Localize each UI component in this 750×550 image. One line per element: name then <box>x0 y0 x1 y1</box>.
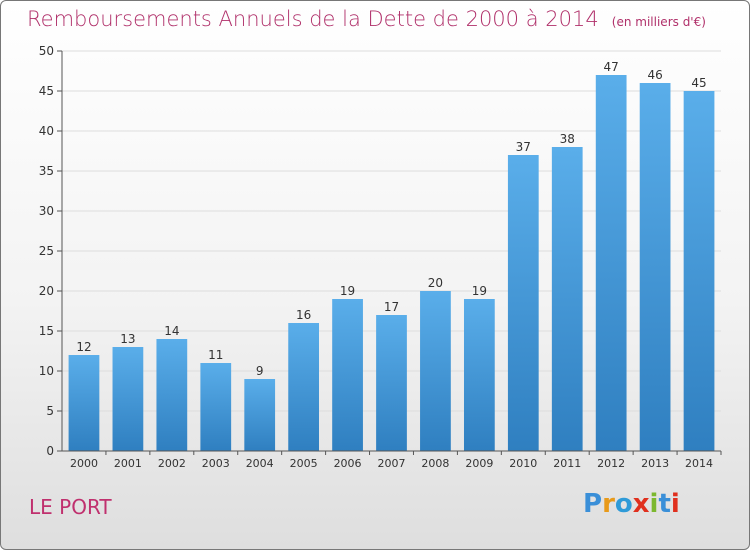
x-tick-label-2004: 2004 <box>246 457 274 470</box>
bar-2012 <box>596 75 627 451</box>
logo-letter: i <box>650 489 659 519</box>
y-tick-label: 5 <box>46 404 54 418</box>
logo-letter: o <box>615 489 633 519</box>
x-tick-label-2008: 2008 <box>421 457 449 470</box>
y-tick-label: 40 <box>39 124 54 138</box>
x-tick-label-2000: 2000 <box>70 457 98 470</box>
x-tick-label-2013: 2013 <box>641 457 669 470</box>
y-tick-label: 30 <box>39 204 54 218</box>
bar-2009 <box>464 299 495 451</box>
proxiti-logo: Proxiti <box>583 489 680 519</box>
x-tick-label-2001: 2001 <box>114 457 142 470</box>
bar-chart: 0 5 10 15 20 25 30 35 40 45 50 12 2000 13 2001 14 2002 11… <box>1 1 749 549</box>
x-tick-label-2003: 2003 <box>202 457 230 470</box>
bar-2013 <box>640 83 671 451</box>
bar-2008 <box>420 291 451 451</box>
y-tick-label: 50 <box>39 44 54 58</box>
x-tick-label-2010: 2010 <box>509 457 537 470</box>
x-tick-label-2002: 2002 <box>158 457 186 470</box>
city-label: LE PORT <box>29 495 112 519</box>
bar-2007 <box>376 315 407 451</box>
bar-2005 <box>288 323 319 451</box>
data-label-2002: 14 <box>164 324 179 338</box>
logo-letter: P <box>583 489 602 519</box>
data-label-2010: 37 <box>516 140 531 154</box>
y-tick-label: 0 <box>46 444 54 458</box>
bar-2004 <box>244 379 275 451</box>
x-tick-label-2007: 2007 <box>378 457 406 470</box>
data-label-2013: 46 <box>647 68 662 82</box>
x-tick-label-2012: 2012 <box>597 457 625 470</box>
bar-2014 <box>684 91 715 451</box>
data-label-2001: 13 <box>120 332 135 346</box>
bar-2011 <box>552 147 583 451</box>
x-tick-label-2005: 2005 <box>290 457 318 470</box>
bar-2003 <box>200 363 231 451</box>
logo-letter: r <box>602 489 615 519</box>
data-label-2005: 16 <box>296 308 311 322</box>
logo-letter: x <box>633 489 650 519</box>
data-label-2009: 19 <box>472 284 487 298</box>
logo-letter: i <box>671 489 680 519</box>
data-label-2004: 9 <box>256 364 264 378</box>
x-tick-label-2006: 2006 <box>334 457 362 470</box>
bar-2002 <box>156 339 187 451</box>
data-label-2006: 19 <box>340 284 355 298</box>
bar-2000 <box>69 355 100 451</box>
bar-2010 <box>508 155 539 451</box>
logo-letter: t <box>658 489 670 519</box>
x-tick-label-2011: 2011 <box>553 457 581 470</box>
data-label-2012: 47 <box>604 60 619 74</box>
data-label-2003: 11 <box>208 348 223 362</box>
y-tick-label: 15 <box>39 324 54 338</box>
y-tick-label: 10 <box>39 364 54 378</box>
y-tick-label: 45 <box>39 84 54 98</box>
x-tick-label-2009: 2009 <box>465 457 493 470</box>
data-label-2014: 45 <box>691 76 706 90</box>
y-tick-label: 25 <box>39 244 54 258</box>
chart-frame: Remboursements Annuels de la Dette de 20… <box>0 0 750 550</box>
data-label-2000: 12 <box>76 340 91 354</box>
data-label-2008: 20 <box>428 276 443 290</box>
data-label-2011: 38 <box>560 132 575 146</box>
bar-2006 <box>332 299 363 451</box>
bar-2001 <box>113 347 144 451</box>
y-tick-label: 20 <box>39 284 54 298</box>
x-tick-label-2014: 2014 <box>685 457 713 470</box>
data-label-2007: 17 <box>384 300 399 314</box>
y-tick-label: 35 <box>39 164 54 178</box>
